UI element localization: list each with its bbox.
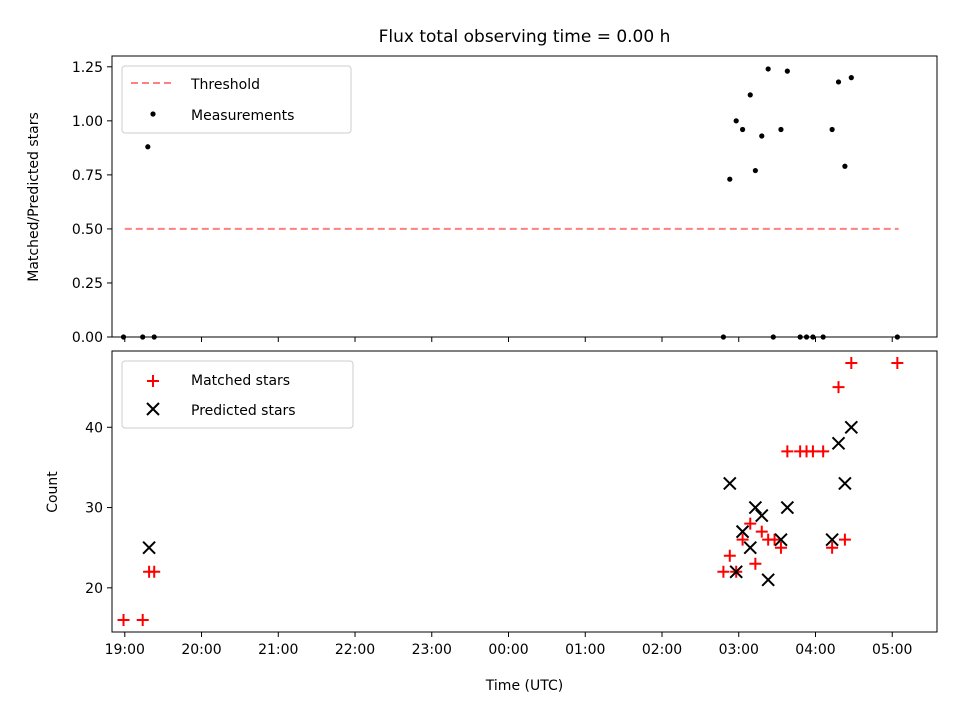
legend-threshold-label: Threshold: [190, 77, 260, 93]
predicted-star-point: [780, 500, 795, 515]
measurement-point: [733, 118, 739, 124]
top-y-tick-label: 0.75: [72, 168, 103, 184]
matched-star-point: [838, 533, 851, 546]
matched-star-point: [749, 557, 762, 570]
bottom-legend: Matched stars Predicted stars: [121, 360, 354, 429]
matched-star-point: [755, 525, 768, 538]
measurement-point: [759, 133, 765, 139]
legend-matched-swatch: [147, 375, 159, 387]
measurement-point: [145, 144, 151, 150]
bottom-x-axis: 19:00 20:00 21:00 22:00 23:00 00:00 01:00 02:00…: [105, 632, 912, 658]
x-tick-label: 00:00: [488, 642, 528, 658]
top-y-tick-label: 0.00: [72, 330, 103, 346]
bottom-y-tick-label: 30: [85, 501, 103, 517]
x-axis-label: Time (UTC): [485, 678, 563, 694]
matched-star-point: [723, 549, 736, 562]
matched-star-point: [845, 357, 858, 370]
top-legend-box: [121, 65, 352, 134]
measurement-point: [842, 163, 848, 169]
matched-star-point: [136, 613, 149, 626]
bottom-legend-box: [121, 360, 354, 429]
measurement-point: [747, 92, 753, 98]
bottom-y-axis-label: Count: [45, 471, 61, 513]
top-y-tick-label: 1.25: [72, 60, 103, 76]
top-panel: 0.00 0.25 0.50 0.75 1.00 1.25 Matched/Predict…: [26, 55, 938, 346]
measurement-point: [739, 126, 746, 133]
bottom-y-axis: 20 30 40: [85, 420, 112, 597]
predicted-star-point: [729, 565, 743, 579]
matched-star-point: [826, 541, 839, 554]
matched-star-point: [781, 445, 794, 458]
legend-matched-label: Matched stars: [191, 373, 290, 389]
matched-star-point: [117, 613, 130, 626]
predicted-star-point: [774, 532, 788, 547]
x-tick-label: 23:00: [412, 642, 452, 658]
predicted-star-point: [735, 524, 750, 539]
measurement-point: [765, 66, 771, 72]
matched-star-point: [148, 565, 161, 578]
x-tick-label: 05:00: [872, 642, 912, 658]
predicted-star-point: [838, 476, 852, 491]
matched-star-point: [832, 381, 845, 394]
top-x-axis: [124, 337, 893, 342]
top-y-tick-label: 1.00: [72, 114, 103, 130]
legend-measurements-label: Measurements: [191, 108, 294, 124]
measurement-point: [848, 75, 854, 81]
figure-title: Flux total observing time = 0.00 h: [379, 27, 671, 47]
measurement-point: [778, 126, 784, 133]
top-y-axis: 0.00 0.25 0.50 0.75 1.00 1.25: [72, 60, 112, 346]
legend-measurements-swatch: [150, 111, 156, 117]
x-tick-label: 19:00: [105, 642, 145, 658]
predicted-star-point: [844, 420, 859, 434]
x-tick-label: 03:00: [719, 642, 759, 658]
predicted-star-point: [755, 508, 769, 523]
predicted-star-point: [748, 500, 763, 515]
legend-predicted-label: Predicted stars: [191, 403, 296, 419]
measurement-point: [752, 167, 758, 174]
bottom-axes-frame: [111, 350, 938, 633]
measurement-point: [829, 126, 835, 133]
bottom-y-tick-label: 40: [85, 420, 103, 436]
legend-predicted-swatch: [146, 402, 160, 416]
predicted-star-point: [825, 532, 839, 547]
x-tick-label: 04:00: [795, 642, 835, 658]
measurement-point: [727, 176, 733, 182]
x-tick-label: 22:00: [335, 642, 375, 658]
top-legend: Threshold Measurements: [121, 65, 352, 134]
bottom-plot-marks: [117, 357, 904, 626]
measurement-point: [835, 79, 842, 85]
x-tick-label: 02:00: [642, 642, 682, 658]
predicted-star-point: [723, 476, 737, 491]
top-y-tick-label: 0.50: [72, 222, 103, 238]
top-y-axis-label: Matched/Predicted stars: [26, 112, 42, 282]
matched-star-point: [736, 533, 749, 546]
predicted-star-point: [743, 540, 757, 555]
top-y-tick-label: 0.25: [72, 276, 103, 292]
measurement-point: [784, 68, 790, 74]
x-tick-label: 20:00: [181, 642, 221, 658]
predicted-star-point: [142, 540, 156, 555]
x-tick-label: 21:00: [258, 642, 298, 658]
matched-star-point: [717, 565, 730, 578]
x-tick-label: 01:00: [565, 642, 605, 658]
matched-star-point: [806, 445, 819, 458]
matched-star-point: [891, 357, 904, 370]
matched-star-point: [768, 533, 781, 546]
predicted-star-point: [761, 573, 775, 587]
matched-star-point: [774, 541, 787, 554]
top-axes-frame: [111, 55, 938, 338]
matched-star-point: [744, 517, 757, 530]
bottom-panel: 20 30 40 19:00 20:00 21:00 22:00 23:00 00:00 01:…: [45, 350, 938, 694]
predicted-star-point: [831, 436, 846, 451]
bottom-y-tick-label: 20: [85, 581, 103, 597]
matched-star-point: [817, 445, 830, 458]
